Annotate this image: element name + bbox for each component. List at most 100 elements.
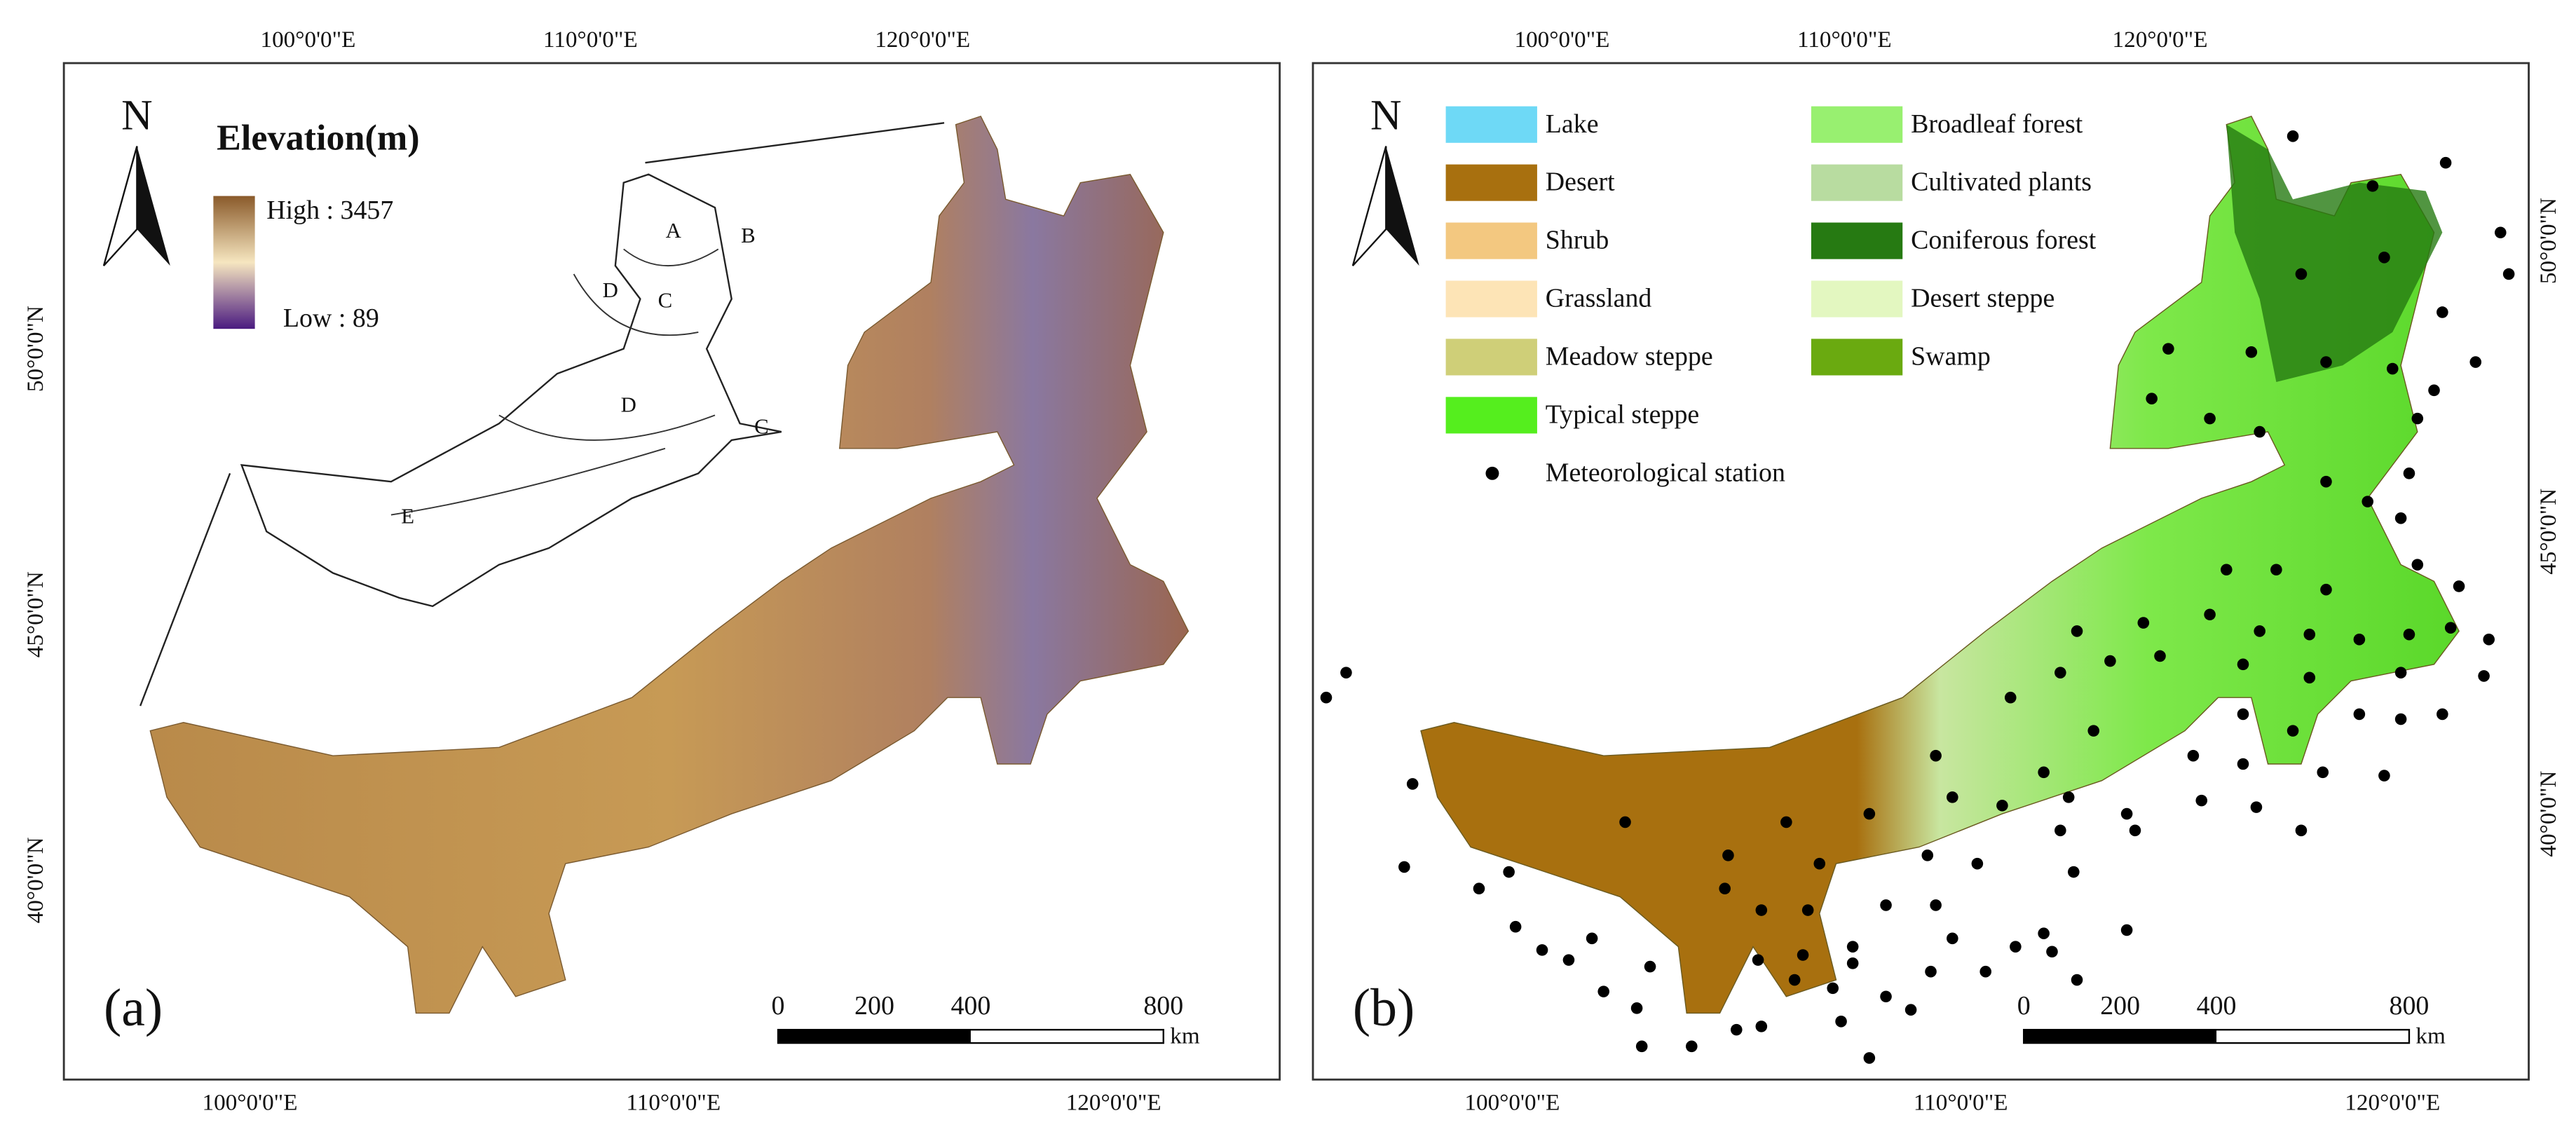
station xyxy=(2245,346,2258,358)
station xyxy=(1947,932,1958,945)
axis-label: 110°0'0"E xyxy=(626,1089,721,1115)
station xyxy=(1971,857,1984,870)
inset-label: A xyxy=(666,219,682,243)
axis-label: 100°0'0"E xyxy=(1515,27,1610,53)
station xyxy=(1930,749,1942,762)
axis-label: 120°0'0"E xyxy=(1066,1089,1161,1115)
station xyxy=(1813,857,1826,870)
axis-label: 45°0'0"N xyxy=(22,571,48,657)
legend-swatch xyxy=(1811,222,1903,259)
legend-label: Coniferous forest xyxy=(1911,226,2097,255)
station xyxy=(2154,650,2166,662)
inset-label: E xyxy=(401,504,414,528)
station xyxy=(2295,824,2308,837)
legend-label: Meadow steppe xyxy=(1546,342,1713,371)
station xyxy=(2394,512,2407,524)
inset-label: C xyxy=(658,288,673,312)
legend-label: Cultivated plants xyxy=(1911,168,2092,197)
scalebar xyxy=(2024,1030,2217,1044)
scale-label: 800 xyxy=(2390,991,2430,1021)
axis-label: 110°0'0"E xyxy=(1914,1089,2008,1115)
station xyxy=(2320,583,2332,596)
station xyxy=(1619,816,1631,828)
station xyxy=(1473,882,1485,895)
station-label: Meteorological station xyxy=(1546,458,1785,487)
legend-label: Grassland xyxy=(1546,284,1652,313)
station xyxy=(2087,725,2100,737)
axis-label: 40°0'0"N xyxy=(2535,771,2561,857)
station xyxy=(2062,791,2075,803)
inset-connector xyxy=(645,122,945,164)
scale-label: 400 xyxy=(950,991,990,1021)
legend-label: Lake xyxy=(1546,109,1599,139)
axis-label: 120°0'0"E xyxy=(2113,27,2208,53)
station xyxy=(2054,667,2066,678)
station xyxy=(2137,617,2150,629)
axis-label: 100°0'0"E xyxy=(260,27,355,53)
station xyxy=(2437,708,2448,721)
station xyxy=(1780,816,1792,828)
station xyxy=(2068,866,2080,878)
panel-label: (a) xyxy=(104,978,163,1037)
legend-label: Swamp xyxy=(1911,342,1991,371)
station xyxy=(1686,1040,1698,1053)
station xyxy=(2403,468,2415,479)
station xyxy=(2129,824,2141,837)
station xyxy=(2038,766,2050,779)
inset-label: B xyxy=(741,224,756,247)
scale-label: 400 xyxy=(2197,991,2237,1021)
north-arrow xyxy=(1351,146,1387,266)
stations xyxy=(1320,130,2515,1064)
scale-label: 0 xyxy=(772,991,785,1021)
legend-high: High : 3457 xyxy=(266,196,393,225)
axis-label: 50°0'0"N xyxy=(2535,198,2561,284)
station xyxy=(2353,708,2366,721)
station xyxy=(2120,807,2133,820)
station xyxy=(2146,393,2158,404)
station xyxy=(1719,882,1731,895)
station xyxy=(2502,268,2515,280)
inset-divisions xyxy=(390,248,719,516)
legend-swatch xyxy=(1445,339,1537,376)
station xyxy=(2221,564,2233,576)
station xyxy=(2187,749,2200,762)
legend: Lake Desert Shrub Grassland Meadow steppe Typ… xyxy=(1445,106,2097,434)
station xyxy=(1562,954,1575,966)
station xyxy=(2353,633,2366,646)
station xyxy=(1904,1004,1917,1016)
station xyxy=(1730,1023,1743,1036)
inset-label: D xyxy=(621,393,636,417)
station xyxy=(2386,362,2399,375)
station xyxy=(2204,412,2216,425)
station xyxy=(1827,982,1839,995)
station-symbol xyxy=(1485,466,1499,480)
scalebar xyxy=(778,1030,971,1044)
station xyxy=(1846,941,1859,953)
station xyxy=(2317,766,2329,779)
station xyxy=(2378,251,2390,264)
station xyxy=(1755,1021,1768,1032)
station xyxy=(2303,628,2316,641)
panel-b-frame xyxy=(1311,62,2530,1081)
station xyxy=(2004,691,2017,704)
station xyxy=(2428,384,2440,397)
station xyxy=(2303,671,2316,684)
station xyxy=(1880,990,1892,1003)
legend-swatch xyxy=(1811,164,1903,201)
station xyxy=(2287,130,2299,142)
station xyxy=(2378,770,2390,782)
axes: 100°0'0"E 110°0'0"E 120°0'0"E 100°0'0"E 110°… xyxy=(22,27,2561,1116)
station xyxy=(2046,946,2058,958)
station xyxy=(2250,801,2263,813)
axis-label: 50°0'0"N xyxy=(22,306,48,392)
station xyxy=(1752,954,1764,966)
inset-connector xyxy=(139,472,231,707)
station xyxy=(1835,1015,1847,1028)
north-arrow xyxy=(102,146,138,266)
inset-label: D xyxy=(603,278,618,302)
station xyxy=(1947,791,1958,803)
inset-outline xyxy=(240,173,782,608)
elevation-ramp xyxy=(213,196,255,329)
